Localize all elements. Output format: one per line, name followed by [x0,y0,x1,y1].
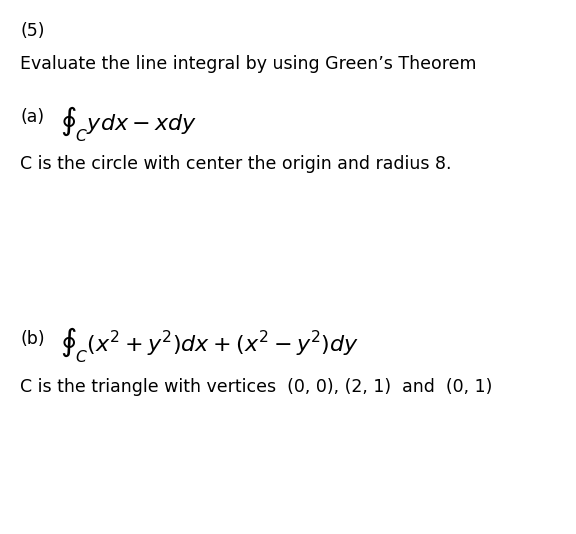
Text: Evaluate the line integral by using Green’s Theorem: Evaluate the line integral by using Gree… [20,55,476,73]
Text: C is the triangle with vertices  (0, 0), (2, 1)  and  (0, 1): C is the triangle with vertices (0, 0), … [20,378,492,396]
Text: C is the circle with center the origin and radius 8.: C is the circle with center the origin a… [20,155,452,173]
Text: (a): (a) [20,108,44,126]
Text: (b): (b) [20,330,44,348]
Text: $\oint_C ydx-xdy$: $\oint_C ydx-xdy$ [60,104,198,144]
Text: (5): (5) [20,22,44,40]
Text: $\oint_C(x^2+y^2)dx+(x^2-y^2)dy$: $\oint_C(x^2+y^2)dx+(x^2-y^2)dy$ [60,325,359,365]
